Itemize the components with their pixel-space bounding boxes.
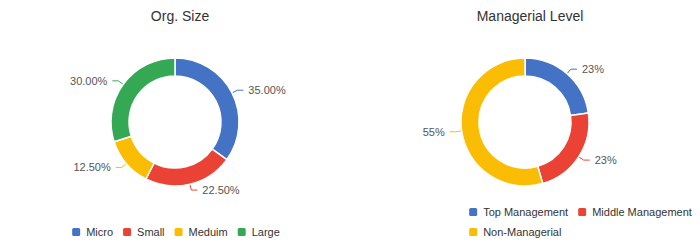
svg-text:Org. Size: Org. Size — [151, 8, 210, 24]
svg-text:22.50%: 22.50% — [202, 184, 240, 196]
svg-text:55%: 55% — [423, 126, 445, 138]
svg-text:Meduim: Meduim — [189, 226, 228, 238]
svg-text:35.00%: 35.00% — [248, 84, 286, 96]
svg-text:Managerial Level: Managerial Level — [477, 8, 584, 24]
svg-text:23%: 23% — [582, 63, 604, 75]
svg-text:23%: 23% — [595, 154, 617, 166]
svg-text:Middle Management: Middle Management — [592, 206, 692, 218]
svg-text:Large: Large — [252, 226, 280, 238]
svg-text:30.00%: 30.00% — [70, 75, 108, 87]
svg-text:Non-Managerial: Non-Managerial — [483, 226, 561, 238]
svg-text:12.50%: 12.50% — [73, 161, 111, 173]
svg-text:Small: Small — [137, 226, 165, 238]
svg-text:Top Management: Top Management — [483, 206, 568, 218]
svg-text:Micro: Micro — [86, 226, 113, 238]
